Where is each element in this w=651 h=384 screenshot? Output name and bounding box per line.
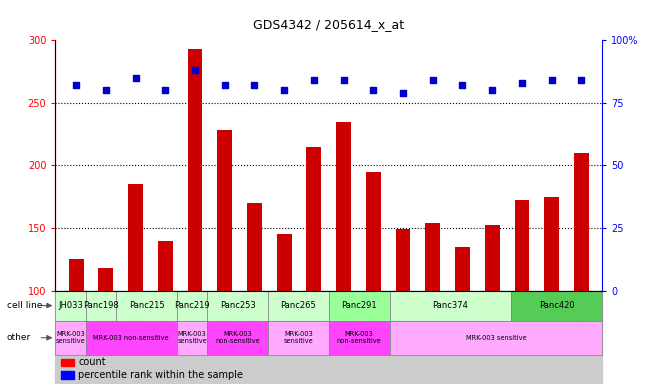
Bar [61, 359, 74, 366]
Bar [61, 371, 74, 379]
Bar [55, 321, 86, 355]
Point [249, 82, 260, 88]
Text: MRK-003
non-sensitive: MRK-003 non-sensitive [215, 331, 260, 344]
Bar [511, 291, 602, 321]
Text: Panc291: Panc291 [341, 301, 377, 310]
Bar [277, 234, 292, 291]
Bar [69, 259, 83, 291]
Text: JH033: JH033 [58, 301, 83, 310]
Bar [217, 131, 232, 291]
Point [517, 80, 527, 86]
Point [279, 87, 290, 93]
Text: Panc253: Panc253 [220, 301, 255, 310]
Bar [307, 147, 322, 291]
Bar [247, 203, 262, 291]
Point [130, 75, 141, 81]
Bar [158, 240, 173, 291]
Bar [268, 321, 329, 355]
Point [368, 87, 378, 93]
Point [160, 87, 171, 93]
Bar [55, 291, 86, 321]
Bar [574, 153, 589, 291]
Text: Panc374: Panc374 [432, 301, 468, 310]
Bar [86, 291, 116, 321]
Bar [86, 321, 177, 355]
Bar [514, 200, 529, 291]
Text: Panc265: Panc265 [281, 301, 316, 310]
Text: other: other [7, 333, 31, 342]
Bar [544, 197, 559, 291]
Bar [116, 291, 177, 321]
Point [487, 87, 497, 93]
Text: MRK-003
sensitive: MRK-003 sensitive [283, 331, 313, 344]
Bar [207, 291, 268, 321]
Bar [485, 225, 500, 291]
Text: GDS4342 / 205614_x_at: GDS4342 / 205614_x_at [253, 18, 404, 31]
Text: Panc420: Panc420 [539, 301, 574, 310]
Text: Panc219: Panc219 [174, 301, 210, 310]
Bar [177, 321, 207, 355]
Text: Panc198: Panc198 [83, 301, 118, 310]
Bar [177, 291, 207, 321]
Text: MRK-003
sensitive: MRK-003 sensitive [55, 331, 85, 344]
Point [398, 90, 408, 96]
Point [71, 82, 81, 88]
Point [457, 82, 467, 88]
Bar [336, 122, 351, 291]
Text: MRK-003 non-sensitive: MRK-003 non-sensitive [94, 335, 169, 341]
Point [190, 67, 201, 73]
Text: MRK-003
sensitive: MRK-003 sensitive [177, 331, 207, 344]
Bar [187, 49, 202, 291]
Bar [207, 321, 268, 355]
Bar [128, 184, 143, 291]
Bar [455, 247, 470, 291]
Bar [366, 172, 381, 291]
Bar [389, 291, 511, 321]
Text: percentile rank within the sample: percentile rank within the sample [78, 370, 243, 380]
Point [339, 77, 349, 83]
Bar [396, 229, 411, 291]
Bar [389, 321, 602, 355]
Point [219, 82, 230, 88]
Point [101, 87, 111, 93]
Bar [98, 268, 113, 291]
Bar [55, 291, 602, 384]
Point [576, 77, 587, 83]
Text: count: count [78, 358, 105, 367]
Text: MRK-003 sensitive: MRK-003 sensitive [465, 335, 526, 341]
Bar [329, 291, 389, 321]
Bar [329, 321, 389, 355]
Text: Panc215: Panc215 [129, 301, 164, 310]
Bar [268, 291, 329, 321]
Point [428, 77, 438, 83]
Point [546, 77, 557, 83]
Point [309, 77, 319, 83]
Text: cell line: cell line [7, 301, 42, 310]
Bar [425, 223, 440, 291]
Text: MRK-003
non-sensitive: MRK-003 non-sensitive [337, 331, 381, 344]
